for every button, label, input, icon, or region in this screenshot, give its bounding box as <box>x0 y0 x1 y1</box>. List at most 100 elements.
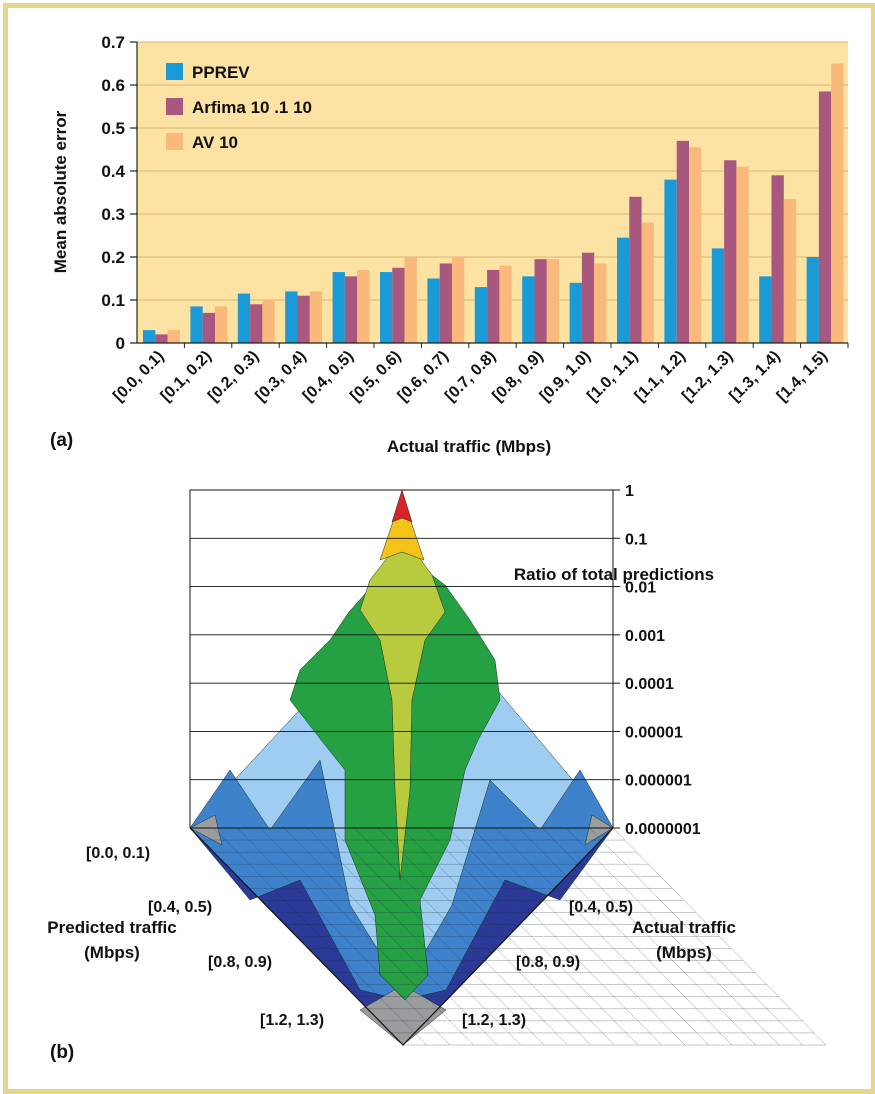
bar <box>190 306 203 343</box>
actual-tick-label: [0.4, 0.5) <box>569 899 633 916</box>
surface-floor-edge <box>189 827 614 1046</box>
bar <box>724 160 737 343</box>
z-tick-labels: 1 0.1 0.01 0.001 0.0001 0.00001 0.000001 0.0000… <box>625 483 701 838</box>
bar <box>392 267 405 343</box>
bar <box>404 257 417 343</box>
x-tick-label: [0.0, 0.1) <box>110 348 167 405</box>
bar <box>215 306 228 343</box>
y-axis-label: Mean absolute error <box>51 110 70 273</box>
bar <box>534 259 547 343</box>
z-tick-label: 0.0000001 <box>625 821 701 838</box>
legend-label-av: AV 10 <box>192 133 238 152</box>
y-tick-label: 0.1 <box>101 291 125 310</box>
x-tick-label: [0.9, 1.0) <box>537 348 594 405</box>
bar <box>594 263 607 343</box>
predicted-tick-label: [1.2, 1.3) <box>260 1012 324 1029</box>
bar <box>155 334 168 343</box>
bar <box>546 259 560 343</box>
predicted-tick-label: [0.4, 0.5) <box>148 899 212 916</box>
surface-plot: Ratio of total predictions 1 0.1 0.01 0.001… <box>47 483 827 1063</box>
panel-b-label: (b) <box>50 1042 74 1063</box>
bar <box>143 330 156 343</box>
bar <box>759 276 772 343</box>
z-tick-label: 0.00001 <box>625 724 683 741</box>
z-tick-label: 0.000001 <box>625 773 692 790</box>
predicted-tick-labels: [0.0, 0.1) [0.4, 0.5) [0.8, 0.9) [1.2, 1.3) <box>86 845 324 1029</box>
bar <box>736 166 749 343</box>
y-tick-label: 0 <box>116 334 125 353</box>
legend-swatch-arfima <box>166 98 183 115</box>
x-tick-label: [0.2, 0.3) <box>205 348 262 405</box>
surface-gray-corner-right <box>584 814 614 846</box>
z-tick-label: 0.1 <box>625 531 647 548</box>
y-tick-label: 0.6 <box>101 76 125 95</box>
bar <box>522 276 535 343</box>
x-tick-label: [0.3, 0.4) <box>252 348 309 405</box>
x-tick-label: [1.2, 1.3) <box>679 348 736 405</box>
z-tick-label: 0.01 <box>625 580 656 597</box>
legend-swatch-pprev <box>166 63 183 80</box>
z-tick-label: 0.001 <box>625 628 665 645</box>
bar <box>617 237 630 343</box>
x-tick-label: [0.5, 0.6) <box>347 348 404 405</box>
x-tick-label: [1.4, 1.5) <box>774 348 831 405</box>
x-tick-label: [0.1, 0.2) <box>158 348 215 405</box>
bar <box>499 265 512 343</box>
surface-mesh <box>189 827 827 1046</box>
bar <box>250 304 263 343</box>
mesh-line <box>612 827 827 1046</box>
surface-title: Ratio of total predictions <box>514 565 714 584</box>
predicted-tick-label: [0.0, 0.1) <box>86 845 150 862</box>
bar <box>771 175 784 343</box>
bar <box>452 257 465 343</box>
bar <box>357 269 370 343</box>
bar <box>167 330 180 343</box>
x-tick-label: [1.3, 1.4) <box>726 348 783 405</box>
bar <box>309 291 323 343</box>
actual-axis-label-2: (Mbps) <box>656 943 712 962</box>
y-tick-label: 0.2 <box>101 248 125 267</box>
bar <box>806 257 819 343</box>
bar <box>202 312 215 343</box>
legend-label-pprev: PPREV <box>192 63 250 82</box>
x-tick-label: [1.0, 1.1) <box>584 348 641 405</box>
x-tick-label: [0.4, 0.5) <box>300 348 357 405</box>
bar <box>629 196 642 343</box>
bar <box>332 272 345 343</box>
surface-peak-region <box>391 489 413 523</box>
bar <box>641 222 654 343</box>
actual-tick-labels: [0.4, 0.5) [0.8, 0.9) [1.2, 1.3) <box>462 899 633 1029</box>
bar <box>427 278 440 343</box>
z-tick-label: 1 <box>625 483 634 500</box>
surface-title-text: Ratio of total predictions <box>514 565 714 584</box>
legend-label-arfima: Arfima 10 .1 10 <box>192 98 312 117</box>
actual-tick-label: [1.2, 1.3) <box>462 1012 526 1029</box>
y-tick-label: 0.4 <box>101 162 125 181</box>
bar <box>831 63 844 343</box>
bar <box>285 291 298 343</box>
x-axis-label: Actual traffic (Mbps) <box>387 437 551 456</box>
y-tick-label: 0.5 <box>101 119 125 138</box>
bar <box>818 91 832 343</box>
panel-a-label: (a) <box>50 430 73 451</box>
x-tick-label: [0.6, 0.7) <box>395 348 452 405</box>
y-tick-label: 0.3 <box>101 205 125 224</box>
x-tick-label: [0.7, 0.8) <box>442 348 499 405</box>
x-tick-label: [0.8, 0.9) <box>489 348 546 405</box>
y-tick-labels: 0 0.1 0.2 0.3 0.4 0.5 0.6 0.7 <box>101 33 125 353</box>
bar <box>297 295 310 343</box>
mesh-line <box>565 827 780 1046</box>
predicted-tick-label: [0.8, 0.9) <box>208 954 272 971</box>
bar <box>581 252 595 343</box>
bar <box>689 147 702 343</box>
actual-tick-label: [0.8, 0.9) <box>516 954 580 971</box>
legend-swatch-av <box>166 133 183 150</box>
bar <box>711 248 725 343</box>
bar-chart: 0 0.1 0.2 0.3 0.4 0.5 0.6 0.7 [0.0, 0.1)[0.1, 0… <box>50 33 849 456</box>
x-tick-label: [1.1, 1.2) <box>632 348 689 405</box>
bar <box>569 282 582 343</box>
x-tick-labels: [0.0, 0.1)[0.1, 0.2)[0.2, 0.3)[0.3, 0.4)… <box>110 348 831 405</box>
surface-olive-region <box>359 544 446 881</box>
z-tick-label: 0.0001 <box>625 676 674 693</box>
